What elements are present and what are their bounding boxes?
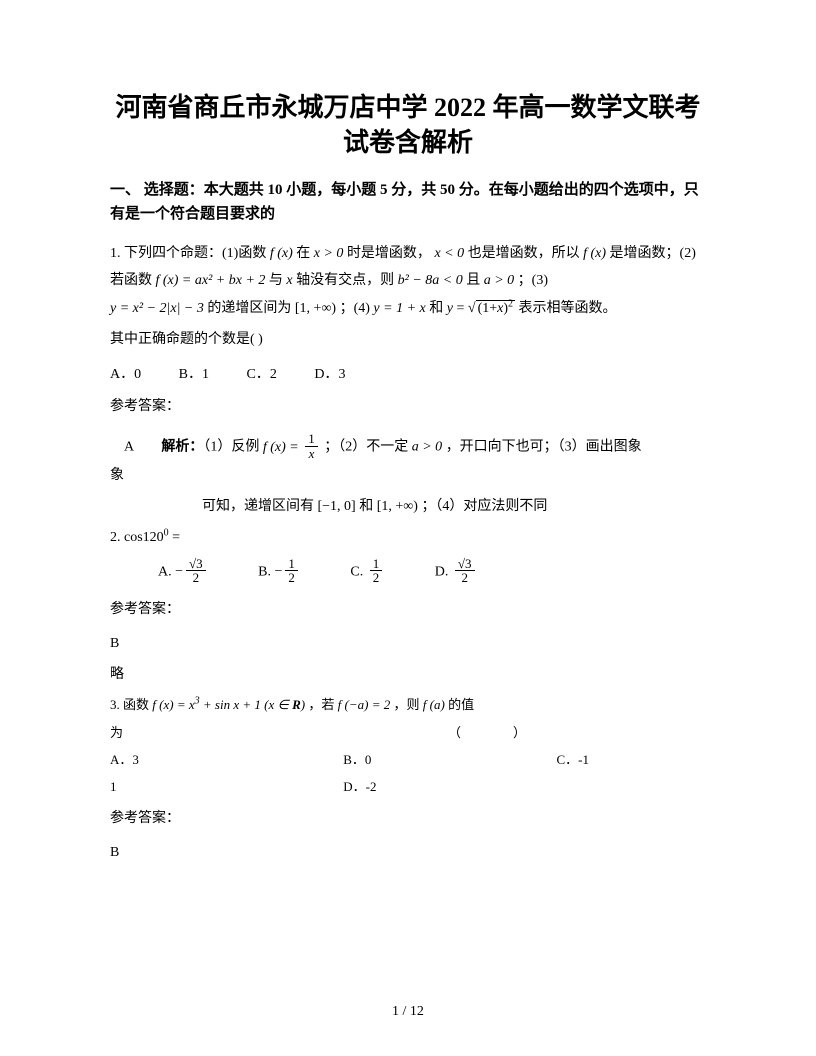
q2-stem: 2. cos1200 = bbox=[110, 524, 706, 551]
page-title: 河南省商丘市永城万店中学 2022 年高一数学文联考试卷含解析 bbox=[110, 90, 706, 160]
q1-expl-lead: A 解析：（1）反例 bbox=[110, 440, 263, 455]
q3-text: 的值 bbox=[448, 697, 474, 712]
page-footer: 1 / 12 bbox=[0, 1004, 816, 1020]
q1-agt0b: a > 0 bbox=[412, 440, 442, 455]
q3-fdef: f (x) = x3 + sin x + 1 (x ∈ R) bbox=[152, 697, 305, 712]
q3-answer: B bbox=[110, 839, 706, 866]
q1-intvB: [1, +∞) bbox=[377, 499, 418, 514]
q3-choices-row1: A．3 B．0 C．-1 bbox=[110, 749, 706, 768]
q1-xlt0: x < 0 bbox=[434, 246, 464, 261]
q1-text: 与 bbox=[269, 273, 287, 288]
q1-text: 在 bbox=[296, 246, 314, 261]
q3-choice-a: A．3 bbox=[110, 749, 340, 768]
q3-line2-left: 为 bbox=[110, 722, 123, 741]
q1-text: 时是增函数， bbox=[347, 246, 431, 261]
q1-text: 且 bbox=[466, 273, 484, 288]
q3-choice-c: C．-1 bbox=[557, 749, 590, 768]
q1-text: 也是增函数，所以 bbox=[468, 246, 584, 261]
q1-text: ；(4) bbox=[340, 301, 374, 316]
q2-choice-a: A. −√32 bbox=[158, 558, 209, 586]
q3-fa: f (a) bbox=[423, 697, 445, 712]
q1-choice-c: C．2 bbox=[246, 363, 276, 383]
q1-text: 表示相等函数。 bbox=[519, 301, 617, 316]
q3-choice-c-cont: 1 bbox=[110, 779, 340, 795]
q3-choices-row2: 1 D．-2 bbox=[110, 776, 706, 795]
q1-text: 的递增区间为 bbox=[207, 301, 295, 316]
q1-fx2: f (x) bbox=[583, 246, 606, 261]
q1-text: ；（2）不一定 bbox=[324, 440, 412, 455]
sqrt-icon: √(1+x)2 bbox=[468, 295, 515, 322]
q1-text: 1. 下列四个命题：(1)函数 bbox=[110, 246, 266, 261]
q3-lead: 3. 函数 bbox=[110, 697, 152, 712]
q3-text: ，若 bbox=[308, 697, 337, 712]
q2-eq: = bbox=[172, 530, 180, 545]
q2-choices: A. −√32 B. −12 C. 12 D. √32 bbox=[110, 558, 706, 586]
q3-choice-b: B．0 bbox=[343, 749, 553, 768]
q1-text: 轴没有交点，则 bbox=[296, 273, 398, 288]
q1-text: ，开口向下也可；（3）画出图象 bbox=[446, 440, 642, 455]
q3-text: ，则 bbox=[393, 697, 422, 712]
q1-explain-1: A 解析：（1）反例 f (x) = 1x ；（2）不一定 a > 0 ，开口向… bbox=[110, 433, 706, 489]
q3-choice-d: D．-2 bbox=[343, 776, 553, 795]
q1-text: 和 bbox=[429, 301, 447, 316]
q2-choice-b: B. −12 bbox=[258, 558, 301, 586]
q1-choice-a: A．0 bbox=[110, 363, 141, 383]
q3-line2-right: （ ） bbox=[448, 722, 706, 741]
exam-page: 河南省商丘市永城万店中学 2022 年高一数学文联考试卷含解析 一、 选择题：本… bbox=[0, 0, 816, 1056]
q3-answer-label: 参考答案： bbox=[110, 807, 706, 827]
q1-choice-b: B．1 bbox=[179, 363, 209, 383]
q1-text: 和 bbox=[359, 499, 377, 514]
q1-text: 可知，递增区间有 bbox=[202, 499, 318, 514]
q3-fneg: f (−a) = 2 bbox=[338, 697, 391, 712]
q3-stem: 3. 函数 f (x) = x3 + sin x + 1 (x ∈ R) ，若 … bbox=[110, 692, 706, 717]
q2-answer-label: 参考答案： bbox=[110, 598, 706, 618]
q2-expr: cos1200 bbox=[124, 530, 169, 545]
q1-choice-d: D．3 bbox=[314, 363, 345, 383]
q1-explain-2: 可知，递增区间有 [−1, 0] 和 [1, +∞) ；（4）对应法则不同 bbox=[110, 493, 706, 520]
q1-stem-tail: 其中正确命题的个数是( ) bbox=[110, 326, 706, 353]
q1-fx1x: f (x) = 1x bbox=[263, 440, 321, 455]
q1-choices: A．0 B．1 C．2 D．3 bbox=[110, 363, 706, 383]
q1-y1: y = 1 + x bbox=[373, 301, 425, 316]
q1-eq3: y = x² − 2|x| − 3 bbox=[110, 301, 204, 316]
q1-fax: f (x) = ax² + bx + 2 bbox=[156, 273, 266, 288]
q3-line2: 为 （ ） bbox=[110, 722, 706, 741]
q2-answer: B bbox=[110, 630, 706, 657]
q1-intv1: [1, +∞) bbox=[295, 301, 336, 316]
q1-y2: y = √(1+x)2 bbox=[447, 301, 519, 316]
q1-xaxis: x bbox=[286, 273, 292, 288]
q2-num: 2. bbox=[110, 530, 124, 545]
section-1-heading: 一、 选择题：本大题共 10 小题，每小题 5 分，共 50 分。在每小题给出的… bbox=[110, 178, 706, 226]
q1-disc: b² − 8a < 0 bbox=[398, 273, 463, 288]
q2-choice-d: D. √32 bbox=[435, 558, 478, 586]
q2-omit: 略 bbox=[110, 661, 706, 688]
q1-fx: f (x) bbox=[270, 246, 293, 261]
q2-choice-c: C. 12 bbox=[350, 558, 385, 586]
q1-stem: 1. 下列四个命题：(1)函数 f (x) 在 x > 0 时是增函数， x <… bbox=[110, 240, 706, 322]
q1-answer-label: 参考答案： bbox=[110, 395, 706, 415]
q1-intvA: [−1, 0] bbox=[318, 499, 356, 514]
q1-text: ；（4）对应法则不同 bbox=[421, 499, 547, 514]
q1-text: ；(3) bbox=[518, 273, 548, 288]
q1-agt0: a > 0 bbox=[484, 273, 514, 288]
q1-xgt0: x > 0 bbox=[314, 246, 344, 261]
